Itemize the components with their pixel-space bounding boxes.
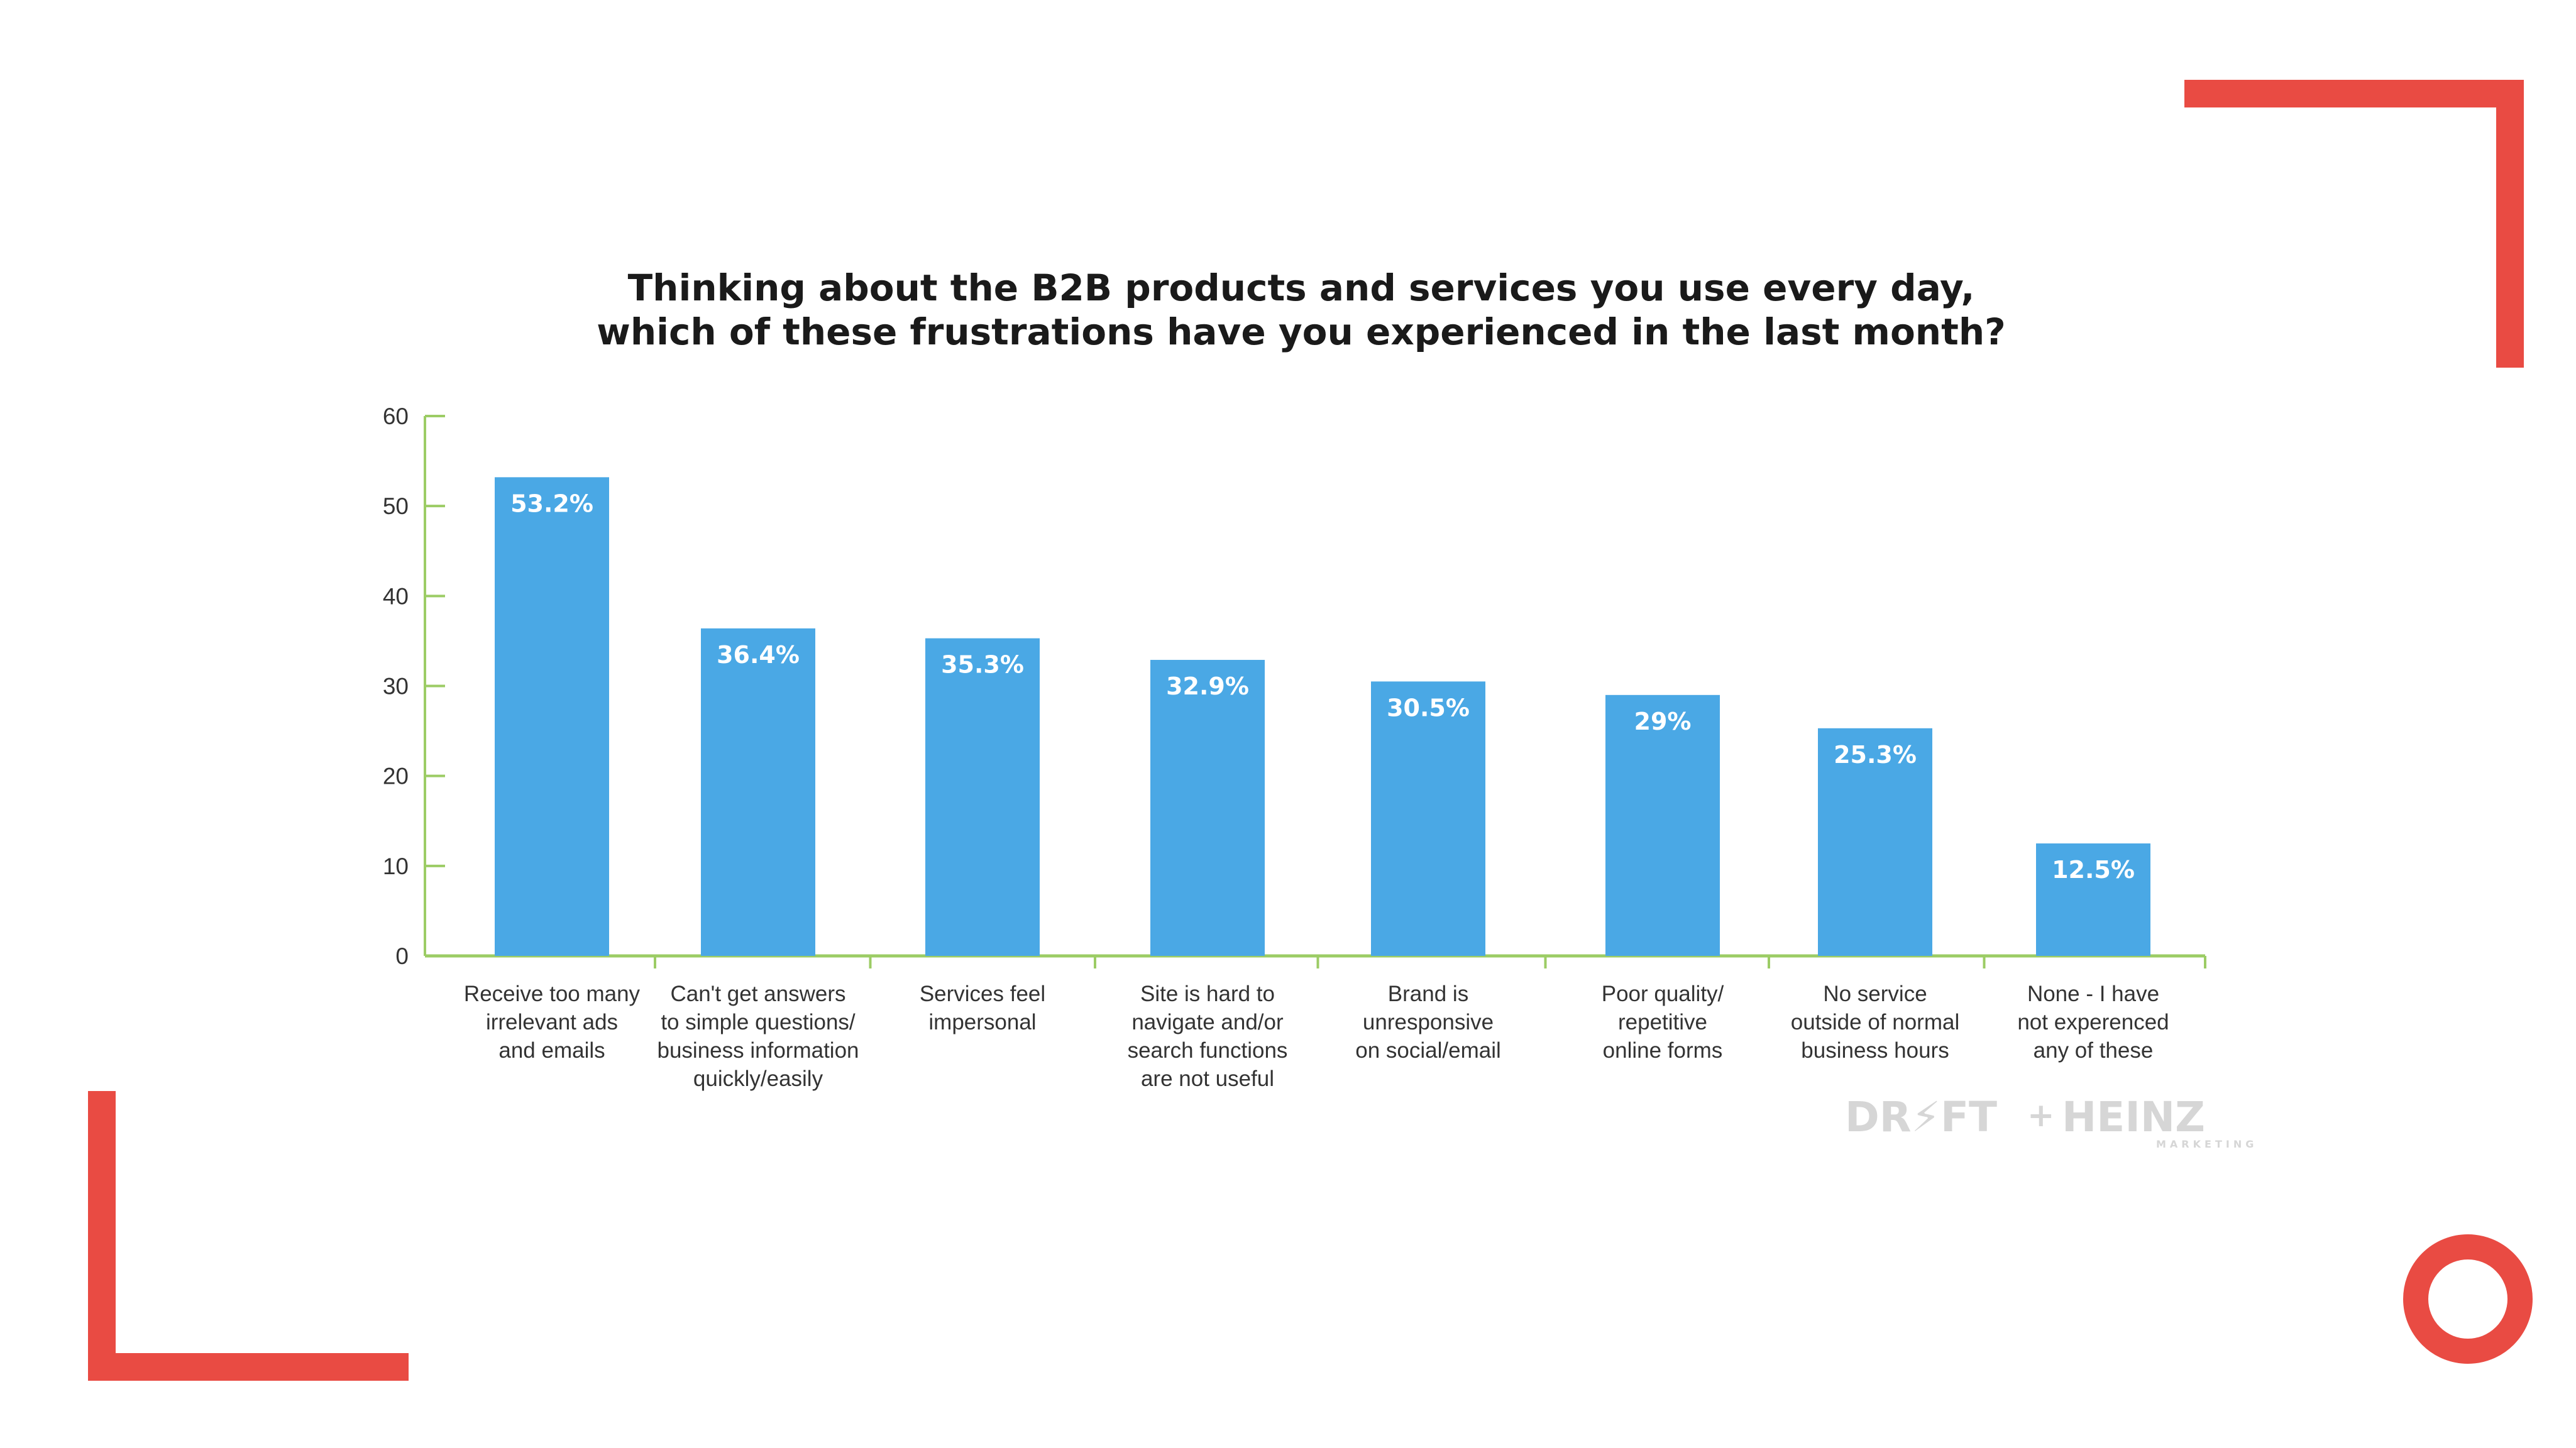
x-category-label-line: not experenced xyxy=(2017,1010,2169,1034)
bar-value-label: 25.3% xyxy=(1834,741,1917,769)
y-tick-label: 50 xyxy=(383,493,409,519)
data-labels: 53.2% 36.4% 35.3% 32.9% 30.5% 29% 25.3% 12.5% xyxy=(510,490,2135,884)
ring-icon xyxy=(2403,1234,2533,1364)
heinz-logo-text: HEINZ xyxy=(2062,1093,2205,1141)
y-axis: 0 10 20 30 40 50 60 xyxy=(383,403,445,969)
y-tick-label: 40 xyxy=(383,583,409,609)
x-category-label-line: quickly/easily xyxy=(693,1067,823,1091)
bar xyxy=(495,477,609,956)
bar xyxy=(1818,728,1932,956)
y-tick-label: 10 xyxy=(383,853,409,879)
x-category-label-line: None - I have xyxy=(2027,982,2159,1006)
y-tick-label: 0 xyxy=(395,943,409,969)
bar-value-label: 29% xyxy=(1634,708,1692,735)
x-category-label-line: impersonal xyxy=(928,1010,1036,1034)
chart-title-line-2: which of these frustrations have you exp… xyxy=(597,310,2006,353)
bar-value-label: 30.5% xyxy=(1387,694,1470,721)
bar xyxy=(1371,681,1485,956)
bar-value-label: 32.9% xyxy=(1166,672,1249,700)
x-category-label: None - I have not experenced any of these xyxy=(2017,982,2169,1063)
bar-value-label: 36.4% xyxy=(717,641,800,669)
x-category-label-line: Poor quality/ xyxy=(1602,982,1724,1006)
bar xyxy=(925,638,1040,956)
x-category-label-line: to simple questions/ xyxy=(661,1010,856,1034)
x-category-label-line: outside of normal xyxy=(1791,1010,1959,1034)
heinz-logo-subtext: MARKETING xyxy=(2156,1138,2257,1150)
x-category-label-line: No service xyxy=(1823,982,1927,1006)
y-tick-label: 60 xyxy=(383,403,409,429)
x-category-label-line: any of these xyxy=(2034,1038,2154,1063)
x-category-label-line: online forms xyxy=(1603,1038,1723,1063)
y-tick-label: 20 xyxy=(383,764,409,789)
logo-plus-sign: + xyxy=(2027,1097,2055,1134)
x-category-label: Poor quality/repetitive online forms xyxy=(1602,982,1724,1063)
x-category-label-line: on social/email xyxy=(1355,1038,1501,1063)
x-category-label-line: Can't get answers xyxy=(670,982,845,1006)
category-labels: Receive too many irrelevant ads and emails… xyxy=(464,982,2169,1091)
chart-title-line-1: Thinking about the B2B products and serv… xyxy=(628,266,1975,309)
x-category-label: Services feel impersonal xyxy=(920,982,1045,1034)
bar-value-label: 12.5% xyxy=(2052,856,2135,884)
bar xyxy=(2036,843,2150,956)
x-category-label-line: irrelevant ads xyxy=(486,1010,618,1034)
bar-series xyxy=(495,477,2150,956)
bottom-left-corner-bracket-icon xyxy=(88,1091,409,1381)
chart-title: Thinking about the B2B products and serv… xyxy=(597,266,2006,353)
x-category-label-line: business hours xyxy=(1801,1038,1949,1063)
x-category-label-line: are not useful xyxy=(1141,1067,1274,1091)
x-category-label: Receive too many irrelevant ads and emails xyxy=(464,982,641,1063)
x-category-label-line: and emails xyxy=(498,1038,605,1063)
drift-heinz-logo: DR⚡FT + HEINZ MARKETING xyxy=(1845,1093,2257,1150)
x-category-label: No service outside of normal business hour… xyxy=(1791,982,1959,1063)
x-category-label-line: unresponsive xyxy=(1363,1010,1494,1034)
x-category-label-line: Services feel xyxy=(920,982,1045,1006)
x-category-label-line: repetitive xyxy=(1618,1010,1707,1034)
bar xyxy=(701,628,815,956)
x-category-label-line: navigate and/or xyxy=(1131,1010,1284,1034)
x-category-label: Brand is unresponsive on social/email xyxy=(1355,982,1501,1063)
bar xyxy=(1605,694,1720,956)
bar xyxy=(1150,659,1265,956)
x-category-label-line: search functions xyxy=(1128,1038,1288,1063)
top-right-corner-bracket-icon xyxy=(2184,80,2524,368)
y-tick-label: 30 xyxy=(383,674,409,699)
x-category-label-line: business information xyxy=(658,1038,859,1063)
x-category-label-line: Brand is xyxy=(1388,982,1468,1006)
bar-value-label: 35.3% xyxy=(941,651,1024,679)
x-category-label: Site is hard to navigate and/or search fun… xyxy=(1128,982,1288,1091)
x-category-label: Can't get answers to simple questions/bus… xyxy=(658,982,859,1091)
x-axis xyxy=(425,954,2206,968)
x-category-label-line: Receive too many xyxy=(464,982,641,1006)
bar-value-label: 53.2% xyxy=(510,490,593,517)
drift-logo-text: DR⚡FT xyxy=(1845,1093,1997,1141)
x-category-label-line: Site is hard to xyxy=(1140,982,1275,1006)
